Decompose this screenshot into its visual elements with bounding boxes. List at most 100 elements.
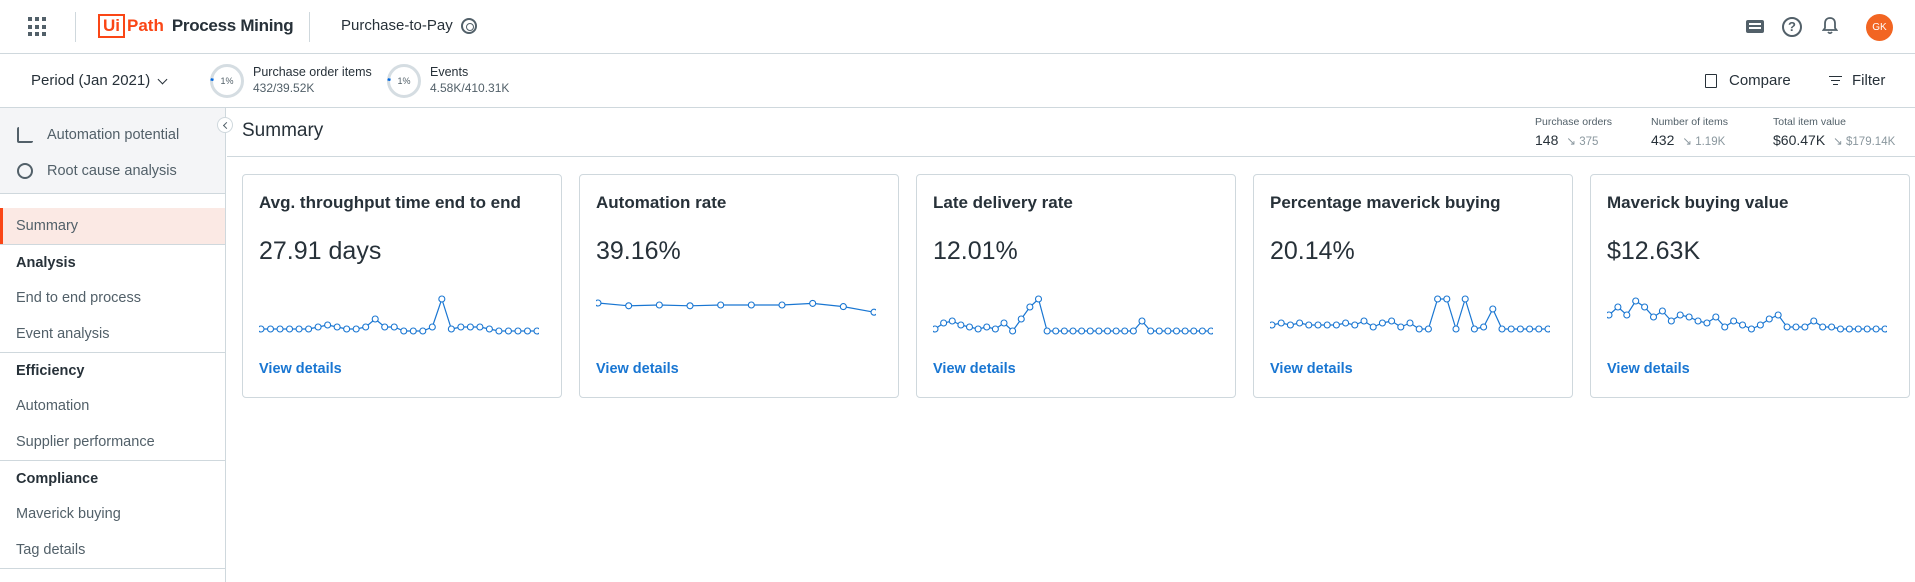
sparkline-point [778, 301, 786, 309]
view-details-link[interactable]: View details [1270, 361, 1353, 377]
sparkline-point [1623, 311, 1631, 319]
sparkline-point [276, 325, 284, 333]
metric-label: Purchase order items [253, 65, 372, 79]
sparkline-point [948, 317, 956, 325]
sidebar-item-summary[interactable]: Summary [0, 208, 225, 244]
sidebar-item-event-analysis[interactable]: Event analysis [16, 326, 110, 342]
sidebar-item-supplier-performance[interactable]: Supplier performance [16, 434, 155, 450]
sidebar-item-tag-details[interactable]: Tag details [16, 542, 86, 558]
sparkline-point [965, 323, 974, 331]
sparkline-point [747, 301, 755, 309]
sparkline-point [870, 308, 876, 316]
metric-card[interactable]: Late delivery rate 12.01% View details [916, 174, 1236, 398]
sidebar-tools: Automation potential Root cause analysis [0, 108, 225, 194]
sparkline-point [1498, 325, 1506, 333]
help-icon[interactable]: ? [1782, 17, 1802, 37]
view-details-link[interactable]: View details [933, 361, 1016, 377]
sidebar-tool-label: Automation potential [47, 127, 180, 143]
notifications-bell-icon[interactable] [1822, 17, 1838, 35]
sparkline-point [1190, 327, 1198, 335]
summary-cards: Avg. throughput time end to end 27.91 da… [242, 174, 1910, 398]
sidebar-tool-root-cause-analysis[interactable]: Root cause analysis [0, 153, 225, 189]
kpi-trend: ↘ 1.19K [1682, 136, 1726, 148]
sparkline-point [514, 327, 522, 335]
sidebar-tool-automation-potential[interactable]: Automation potential [0, 117, 225, 153]
sidebar-item-automation[interactable]: Automation [16, 398, 90, 414]
sparkline-point [1138, 317, 1146, 325]
sparkline-point [495, 327, 503, 335]
sparkline-point [1095, 327, 1103, 335]
sparkline-point [419, 327, 427, 335]
sparkline-point [957, 321, 965, 329]
sparkline-point [1863, 325, 1871, 333]
sparkline-point [333, 323, 341, 331]
kpi-label: Number of items [1651, 116, 1729, 128]
sparkline-point [1854, 325, 1862, 333]
sparkline-point [1078, 327, 1086, 335]
period-selector[interactable]: Period (Jan 2021) [31, 72, 151, 89]
sidebar-item-end-to-end-process[interactable]: End to end process [16, 290, 141, 306]
divider [309, 12, 310, 42]
sparkline-point [1112, 327, 1120, 335]
metric-card[interactable]: Percentage maverick buying 20.14% View d… [1253, 174, 1573, 398]
compare-label: Compare [1729, 72, 1791, 89]
sidebar-item-maverick-buying[interactable]: Maverick buying [16, 506, 121, 522]
sparkline-point [1881, 325, 1887, 333]
sidebar-tool-label: Root cause analysis [47, 163, 177, 179]
sparkline [1270, 295, 1550, 333]
sparkline-point [324, 321, 332, 329]
logo-path: Path [127, 16, 164, 35]
metric-value: 4.58K/410.31K [430, 81, 510, 95]
keyboard-shortcuts-icon[interactable] [1746, 20, 1764, 33]
sparkline [596, 299, 876, 316]
chevron-down-icon[interactable] [157, 74, 168, 85]
sparkline-point [686, 302, 694, 310]
sparkline-point [286, 325, 294, 333]
sidebar-group-efficiency: Efficiency [0, 352, 225, 388]
sidebar: Automation potential Root cause analysis… [0, 108, 226, 582]
sparkline-point [1305, 321, 1313, 329]
card-value: $12.63K [1607, 237, 1701, 265]
sparkline-point [1607, 311, 1613, 319]
user-avatar[interactable]: GK [1866, 14, 1893, 41]
metric-card[interactable]: Avg. throughput time end to end 27.91 da… [242, 174, 562, 398]
sparkline-point [259, 325, 265, 333]
card-value: 12.01% [933, 237, 1018, 265]
app-launcher-icon[interactable] [28, 17, 48, 37]
uipath-logo[interactable]: Ui Path Process Mining [98, 14, 294, 38]
filter-label: Filter [1852, 72, 1886, 89]
sparkline-point [390, 323, 398, 331]
compare-button[interactable]: Compare [1705, 72, 1791, 89]
collapse-sidebar-chevron-icon[interactable] [217, 117, 233, 133]
view-details-link[interactable]: View details [1607, 361, 1690, 377]
sparkline-point [1388, 317, 1396, 325]
sparkline-point [447, 325, 455, 333]
view-details-link[interactable]: View details [596, 361, 679, 377]
sparkline-point [1069, 327, 1077, 335]
sparkline-point [438, 295, 446, 303]
kpi-number-of-items: Number of items 432 ↘ 1.19K [1651, 116, 1728, 148]
kpi-total-item-value: Total item value $60.47K ↘ $179.14K [1773, 116, 1895, 148]
sparkline-point [1632, 297, 1640, 305]
metric-card[interactable]: Automation rate 39.16% View details [579, 174, 899, 398]
sparkline [933, 295, 1213, 335]
sparkline-point [940, 319, 948, 327]
sparkline-point [523, 327, 532, 335]
kpi-value: 432 [1651, 132, 1675, 148]
target-icon [17, 163, 33, 179]
sparkline-point [1507, 325, 1515, 333]
view-details-link[interactable]: View details [259, 361, 342, 377]
sparkline-point [1747, 325, 1756, 333]
main-content: Summary Purchase orders 148 ↘ 375 Number … [227, 108, 1915, 582]
filter-button[interactable]: Filter [1829, 72, 1885, 89]
sparkline-point [933, 325, 939, 333]
progress-ring: 1% [210, 64, 244, 98]
sparkline-point [1756, 321, 1764, 329]
sparkline-point [1043, 327, 1051, 335]
sparkline-point [1489, 305, 1497, 313]
metric-card[interactable]: Maverick buying value $12.63K View detai… [1590, 174, 1910, 398]
app-settings-gear-icon[interactable] [461, 18, 477, 34]
sparkline-point [1614, 303, 1622, 311]
top-bar: Ui Path Process Mining Purchase-to-Pay ?… [0, 0, 1915, 54]
sparkline-point [1703, 319, 1711, 327]
